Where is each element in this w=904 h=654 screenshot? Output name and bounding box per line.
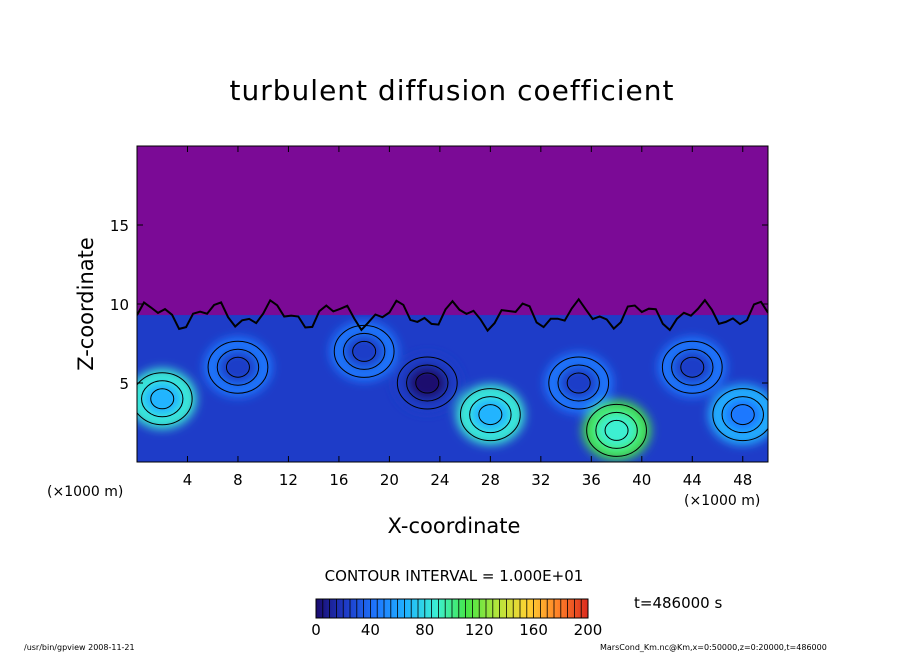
x-tick-label: 24 xyxy=(430,471,449,489)
eddy-patch xyxy=(470,397,511,432)
eddy-contour xyxy=(415,372,440,394)
eddy-patch xyxy=(407,366,448,400)
x-tick-label: 32 xyxy=(531,471,550,489)
x-tick-label: 20 xyxy=(380,471,399,489)
eddy-contour xyxy=(586,403,647,457)
inversion-contour xyxy=(137,297,768,333)
colorbar-tick-label: 200 xyxy=(574,621,603,639)
eddy-contour xyxy=(469,396,512,434)
x-tick-label: 4 xyxy=(183,471,193,489)
eddy-contour xyxy=(671,348,714,386)
eddy-contour xyxy=(712,388,768,442)
eddy-patch xyxy=(596,413,637,448)
eddy-patch xyxy=(722,397,763,432)
x-tick-label: 8 xyxy=(233,471,243,489)
colorbar-stripes xyxy=(322,599,582,618)
colorbar-tick-label: 160 xyxy=(519,621,548,639)
colorbar-tick-label: 120 xyxy=(465,621,494,639)
eddy-contour xyxy=(721,396,764,434)
x-tick-label: 48 xyxy=(733,471,752,489)
x-tick-label: 16 xyxy=(329,471,348,489)
x-axis: 4 8 12 16 20 24 28 32 36 40 44 48 xyxy=(183,146,752,489)
eddy-contour xyxy=(595,411,638,449)
x-tick-label: 28 xyxy=(481,471,500,489)
x-tick-label: 12 xyxy=(279,471,298,489)
y-axis: 5 10 15 xyxy=(110,217,768,393)
eddy-contour xyxy=(137,372,193,426)
eddy-contour xyxy=(216,348,260,386)
eddy-contour xyxy=(352,340,377,362)
eddy-patch xyxy=(344,334,385,369)
colorbar-ticks: 0 40 80 120 160 200 xyxy=(311,621,602,639)
eddy-patch xyxy=(142,381,183,416)
eddy-contour xyxy=(604,419,629,441)
colorbar-tick-label: 80 xyxy=(415,621,434,639)
eddy-contour xyxy=(680,356,705,378)
eddy-patch xyxy=(672,350,713,385)
colorbar: 0 40 80 120 160 200 xyxy=(311,598,602,639)
time-label: t=486000 s xyxy=(634,594,723,612)
contour-interval-label: CONTOUR INTERVAL = 1.000E+01 xyxy=(324,567,584,585)
eddy-contour xyxy=(225,356,250,378)
chart-title: turbulent diffusion coefficient xyxy=(229,74,675,107)
eddy-contour xyxy=(661,340,723,394)
eddy-contour xyxy=(342,332,386,370)
eddy-patch xyxy=(217,350,258,385)
y-tick-label: 10 xyxy=(110,296,129,314)
x-tick-label: 36 xyxy=(582,471,601,489)
contour-lines xyxy=(137,297,768,457)
y-tick-label: 5 xyxy=(119,375,129,393)
eddy-contour xyxy=(207,340,269,394)
y-axis-label: Z-coordinate xyxy=(74,237,98,371)
eddy-contour xyxy=(459,388,521,442)
colorbar-tick-label: 0 xyxy=(311,621,321,639)
x-unit-label-right: (×1000 m) xyxy=(684,493,761,509)
eddy-contour xyxy=(478,404,503,426)
eddy-contour xyxy=(566,372,591,394)
x-tick-label: 44 xyxy=(683,471,702,489)
eddy-contour xyxy=(141,380,184,418)
eddy-contour xyxy=(406,364,449,402)
eddy-patch xyxy=(558,366,599,400)
eddy-contour xyxy=(730,404,755,426)
y-tick-label: 15 xyxy=(110,217,129,235)
colorbar-tick-label: 40 xyxy=(361,621,380,639)
eddy-contour xyxy=(548,356,610,410)
eddy-patches xyxy=(137,321,768,461)
footer-data-source: MarsCond_Km.nc@Km,x=0:50000,z=0:20000,t=… xyxy=(600,643,827,652)
eddy-contour xyxy=(150,388,175,410)
x-axis-label: X-coordinate xyxy=(387,514,521,538)
eddy-contour xyxy=(557,364,600,402)
x-tick-label: 40 xyxy=(632,471,651,489)
x-unit-label-left: (×1000 m) xyxy=(47,484,124,500)
footer-program-info: /usr/bin/gpview 2008-11-21 xyxy=(24,643,135,652)
plot-area xyxy=(137,146,768,462)
eddy-contour xyxy=(333,324,395,378)
eddy-contour xyxy=(396,356,458,410)
